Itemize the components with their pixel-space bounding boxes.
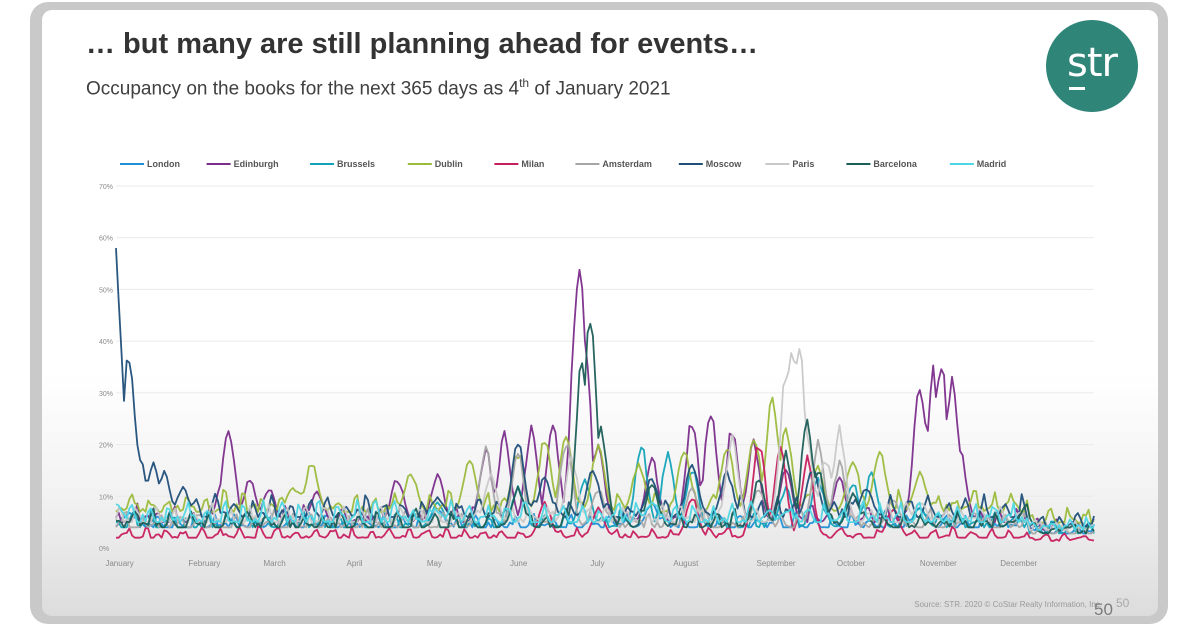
x-tick-label: March bbox=[263, 559, 285, 568]
series-line-madrid bbox=[115, 498, 1095, 531]
legend-entry: Dublin bbox=[435, 159, 463, 169]
legend-entry: Brussels bbox=[337, 159, 375, 169]
legend-entry: London bbox=[147, 159, 180, 169]
x-tick-label: August bbox=[673, 559, 699, 568]
y-tick-label: 60% bbox=[99, 236, 113, 243]
y-tick-label: 30% bbox=[99, 391, 113, 398]
x-tick-label: June bbox=[510, 559, 528, 568]
y-tick-label: 70% bbox=[99, 184, 113, 191]
slide-title: … but many are still planning ahead for … bbox=[86, 28, 758, 60]
source-note: Source: STR. 2020 © CoStar Realty Inform… bbox=[914, 600, 1102, 609]
legend-entry: Paris bbox=[792, 159, 814, 169]
y-tick-label: 50% bbox=[99, 287, 113, 294]
series-line-moscow bbox=[115, 248, 1095, 528]
occupancy-line-chart: 0% 10% 20% 30% 40% 50% 60% 70% January February Ma… bbox=[99, 159, 1095, 568]
y-tick-label: 10% bbox=[99, 494, 113, 501]
x-tick-label: December bbox=[1000, 559, 1037, 568]
legend-entry: Moscow bbox=[706, 159, 743, 169]
series-line-barcelona bbox=[115, 322, 1095, 535]
logo-text: str bbox=[1067, 40, 1118, 90]
x-tick-label: September bbox=[756, 559, 795, 568]
x-tick-label: April bbox=[347, 559, 363, 568]
x-tick-label: May bbox=[427, 559, 442, 568]
page-number: 50 bbox=[1094, 600, 1113, 616]
series-line-paris bbox=[115, 348, 1095, 531]
y-tick-label: 20% bbox=[99, 443, 113, 450]
legend-entry: Edinburgh bbox=[234, 159, 279, 169]
legend-entry: Madrid bbox=[977, 159, 1007, 169]
legend-entry: Amsterdam bbox=[602, 159, 652, 169]
legend-entry: Barcelona bbox=[873, 159, 918, 169]
subtitle-main: Occupancy on the books for the next 365 … bbox=[86, 78, 520, 100]
x-tick-label: July bbox=[590, 559, 604, 568]
slide-subtitle: Occupancy on the books for the next 365 … bbox=[86, 76, 671, 100]
subtitle-superscript: th bbox=[519, 76, 530, 90]
legend-entry: Milan bbox=[521, 159, 544, 169]
x-tick-label: February bbox=[188, 559, 220, 568]
y-tick-label: 0% bbox=[99, 546, 109, 553]
subtitle-end: of January 2021 bbox=[529, 78, 671, 100]
x-tick-label: November bbox=[920, 559, 957, 568]
page-number-ghost: 50 bbox=[1116, 596, 1130, 610]
x-tick-label: October bbox=[837, 559, 866, 568]
series-line-edinburgh bbox=[115, 268, 1095, 531]
str-logo: str bbox=[1046, 20, 1138, 112]
slide: … but many are still planning ahead for … bbox=[42, 10, 1158, 616]
x-tick-label: January bbox=[105, 559, 133, 568]
series-line-milan bbox=[116, 445, 1095, 542]
y-tick-label: 40% bbox=[99, 339, 113, 346]
